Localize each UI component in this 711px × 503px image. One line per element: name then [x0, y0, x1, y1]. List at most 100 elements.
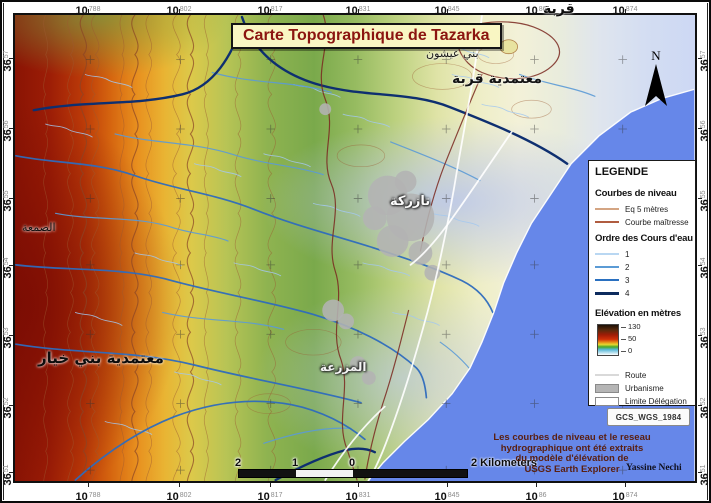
- legend-contour-item: Courbe maîtresse: [595, 216, 692, 228]
- coord-tick: [447, 9, 448, 13]
- elevation-tick: 0: [621, 346, 632, 355]
- map-label-beni-aichoun: بني عيشون: [426, 47, 479, 60]
- legend-panel: LEGENDE Courbes de niveau Eq 5 mètres Cou…: [588, 160, 696, 406]
- north-label: N: [651, 48, 661, 63]
- coord-tick: [270, 9, 271, 13]
- legend-swatch-box: [595, 383, 619, 393]
- coord-tick: [536, 483, 537, 487]
- legend-item-label: Limite Délégation: [625, 396, 687, 406]
- coord-tick: [698, 265, 702, 266]
- coord-tick: [536, 9, 537, 13]
- legend-swatch-line: [595, 208, 619, 210]
- coord-label-right: 3657: [699, 50, 711, 72]
- coord-tick: [270, 483, 271, 487]
- scale-bar-segment: [239, 470, 296, 477]
- map-title-text: Carte Topographique de Tazarka: [243, 27, 490, 44]
- map-label-delegation-beni-khiar: معتمدية بني خيار: [38, 349, 164, 367]
- coord-tick: [179, 483, 180, 487]
- projection-label: GCS_WGS_1984: [615, 412, 682, 422]
- coord-tick: [698, 128, 702, 129]
- coord-label-bottom: 10874: [612, 491, 638, 503]
- legend-swatch-line: [595, 253, 619, 255]
- coord-tick: [358, 483, 359, 487]
- coord-tick: [9, 198, 13, 199]
- legend-other-item: Route: [595, 369, 692, 381]
- coord-label-right: 3654: [699, 257, 711, 279]
- coord-tick: [9, 472, 13, 473]
- coord-label-right: 3656: [699, 120, 711, 142]
- contour-loops: [246, 45, 552, 414]
- coord-tick: [698, 335, 702, 336]
- scale-bar-segment: [353, 470, 467, 477]
- coord-label-left: 3653: [2, 327, 14, 349]
- attribution-line: hydrographique ont été extraits: [500, 442, 644, 454]
- map-title: Carte Topographique de Tazarka: [231, 23, 502, 49]
- legend-section-elevation: Elévation en mètres: [595, 308, 681, 319]
- coord-label-left: 3651: [2, 464, 14, 486]
- coord-tick: [625, 9, 626, 13]
- coord-tick: [698, 58, 702, 59]
- scale-bar-segment: [296, 470, 353, 477]
- legend-item-label: Eq 5 mètres: [625, 204, 669, 214]
- contour-lines: [43, 15, 276, 481]
- coord-label-left: 3654: [2, 257, 14, 279]
- attribution-line: du modèle d'élévation de: [515, 453, 629, 464]
- coord-tick: [9, 58, 13, 59]
- legend-swatch-line: [595, 374, 619, 376]
- coord-tick: [9, 335, 13, 336]
- legend-header: LEGENDE: [595, 166, 649, 178]
- coord-tick: [698, 472, 702, 473]
- coord-label-top: 10831: [345, 5, 371, 17]
- legend-stream-item: 2: [595, 261, 692, 273]
- coord-tick: [88, 9, 89, 13]
- author-credit: Yassine Nechi: [626, 463, 682, 473]
- coord-tick: [625, 483, 626, 487]
- map-label-tazarka: تازركة: [390, 194, 431, 209]
- attribution-text: Les courbes de niveau et le reseau hydro…: [486, 432, 658, 475]
- attribution-line: Les courbes de niveau et le reseau: [493, 432, 651, 443]
- coord-label-bottom: 1086: [525, 491, 547, 503]
- scale-bar-tick-label: 0: [348, 457, 356, 469]
- coord-tick: [447, 483, 448, 487]
- coord-label-left: 3655: [2, 190, 14, 212]
- legend-stream-item: 1: [595, 248, 692, 260]
- coord-label-top: 10817: [257, 5, 283, 17]
- coord-tick: [698, 405, 702, 406]
- map-label-korba: قربة: [543, 1, 575, 17]
- legend-section-streams: Ordre des Cours d'eau: [595, 233, 693, 244]
- north-arrow-icon: [645, 64, 667, 106]
- scale-bar: [238, 469, 468, 478]
- coord-tick: [698, 198, 702, 199]
- legend-section-contours: Courbes de niveau: [595, 188, 677, 199]
- legend-swatch-box: [595, 396, 619, 406]
- elevation-ramp-row: 130 50 0: [597, 322, 692, 358]
- coastline: [367, 88, 695, 481]
- coord-label-left: 3652: [2, 397, 14, 419]
- projection-box: GCS_WGS_1984: [607, 408, 690, 426]
- legend-swatch-line: [595, 278, 619, 282]
- river-network: [15, 15, 596, 481]
- legend-other-item: Urbanisme: [595, 382, 692, 394]
- legend-swatch-line: [595, 221, 619, 223]
- map-label-mazraa: المزرعة: [320, 360, 367, 374]
- coord-label-bottom: 10788: [75, 491, 101, 503]
- north-arrow: N: [640, 48, 672, 115]
- attribution-line: USGS Earth Explorer: [524, 463, 620, 475]
- coord-label-right: 3651: [699, 464, 711, 486]
- coord-tick: [9, 405, 13, 406]
- legend-stream-item: 4: [595, 287, 692, 299]
- legend-contour-item: Eq 5 mètres: [595, 203, 692, 215]
- elevation-tick: 50: [621, 334, 636, 343]
- coord-label-right: 3652: [699, 397, 711, 419]
- coord-label-left: 3657: [2, 50, 14, 72]
- elevation-tick: 130: [621, 322, 641, 331]
- legend-item-label: 4: [625, 288, 630, 298]
- coord-label-right: 3653: [699, 327, 711, 349]
- legend-other-item: Limite Délégation: [595, 395, 692, 407]
- legend-item-label: Route: [625, 370, 647, 380]
- coord-label-top: 10874: [612, 5, 638, 17]
- elevation-color-ramp: [597, 324, 619, 356]
- coord-label-top: 1086: [525, 5, 547, 17]
- coord-label-right: 3655: [699, 190, 711, 212]
